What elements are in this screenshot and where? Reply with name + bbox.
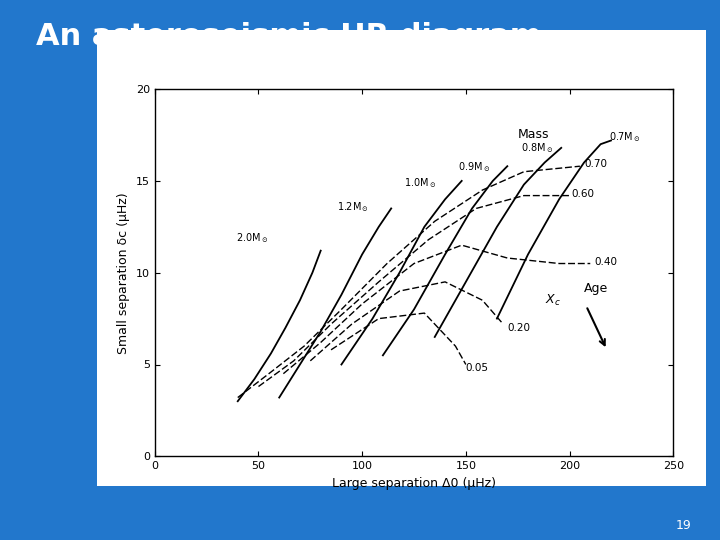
Text: Mass: Mass <box>518 127 549 140</box>
Text: 1.2M$_\odot$: 1.2M$_\odot$ <box>336 200 369 214</box>
Y-axis label: Small separation δc (μHz): Small separation δc (μHz) <box>117 192 130 354</box>
X-axis label: Large separation Δ0 (μHz): Large separation Δ0 (μHz) <box>332 477 496 490</box>
Text: 0.40: 0.40 <box>595 256 618 267</box>
Text: 2.0M$_\odot$: 2.0M$_\odot$ <box>236 231 269 245</box>
Text: An asteroseismic HR diagram: An asteroseismic HR diagram <box>36 22 541 51</box>
Text: 0.70: 0.70 <box>584 159 607 170</box>
Text: 0.20: 0.20 <box>508 323 531 333</box>
Text: Age: Age <box>585 282 608 295</box>
Text: 0.9M$_\odot$: 0.9M$_\odot$ <box>459 160 491 173</box>
Text: 0.05: 0.05 <box>466 363 489 373</box>
Text: 0.60: 0.60 <box>572 189 595 199</box>
Text: 1.0M$_\odot$: 1.0M$_\odot$ <box>405 176 437 190</box>
Text: 0.8M$_\odot$: 0.8M$_\odot$ <box>521 141 553 155</box>
Text: 19: 19 <box>675 519 691 532</box>
Text: 0.7M$_\odot$: 0.7M$_\odot$ <box>609 130 641 144</box>
Text: $X_c$: $X_c$ <box>544 293 560 308</box>
